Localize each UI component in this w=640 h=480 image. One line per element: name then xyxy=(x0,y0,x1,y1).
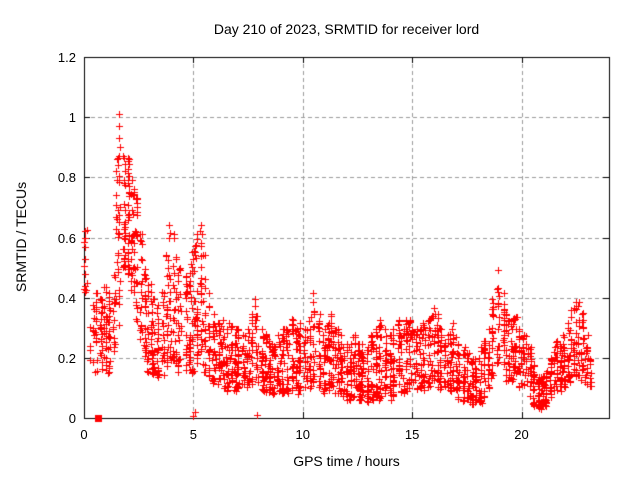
y-tick-label: 0 xyxy=(68,411,76,426)
x-tick-label: 15 xyxy=(404,427,420,442)
x-tick-label: 0 xyxy=(80,427,88,442)
y-tick-label: 0.6 xyxy=(57,230,76,246)
x-axis-label: GPS time / hours xyxy=(293,453,400,469)
y-axis-label: SRMTID / TECUs xyxy=(13,181,29,293)
y-tick-label: 1.2 xyxy=(57,50,76,65)
y-tick-label: 0.4 xyxy=(57,290,76,306)
y-tick-label: 0.2 xyxy=(57,350,76,366)
x-tick-label: 5 xyxy=(189,427,197,442)
y-tick-label: 0.8 xyxy=(57,170,76,186)
x-tick-label: 20 xyxy=(514,427,529,442)
y-tick-label: 1 xyxy=(68,110,76,126)
x-tick-label: 10 xyxy=(295,427,310,442)
chart-title: Day 210 of 2023, SRMTID for receiver lor… xyxy=(213,21,480,37)
